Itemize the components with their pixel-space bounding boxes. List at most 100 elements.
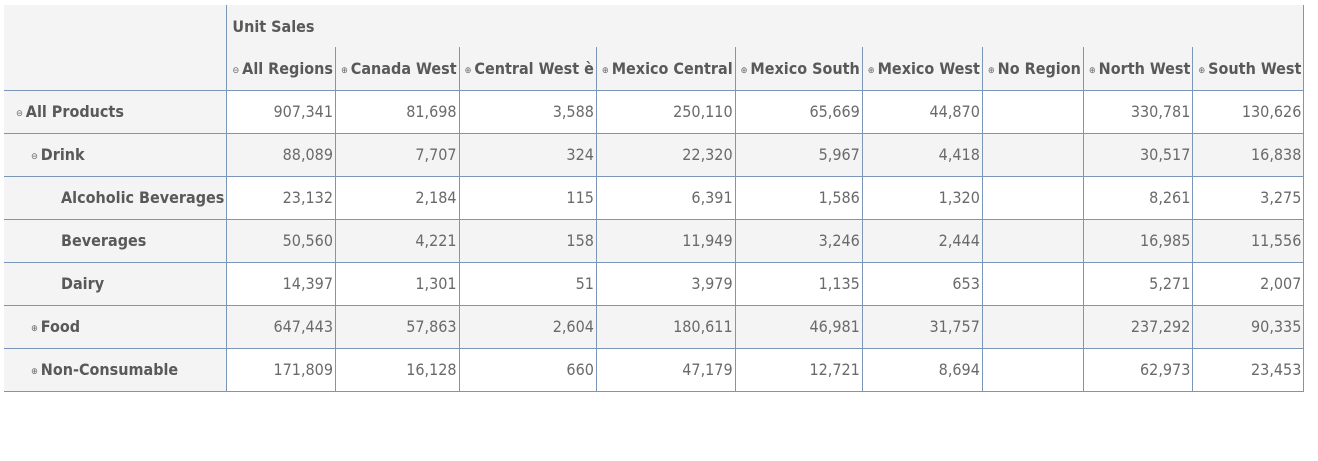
- value-cell: 14,397: [226, 262, 336, 306]
- value-cell: 22,320: [595, 133, 736, 177]
- expand-icon[interactable]: ⊕: [740, 65, 748, 76]
- value-cell: 3,979: [595, 262, 736, 306]
- table-row: ⊖ Drink 88,089 7,707 324 22,320 5,967 4,418 30,5…: [4, 133, 1305, 177]
- value-cell: 2,007: [1192, 262, 1305, 306]
- value-cell: 5,967: [734, 133, 863, 177]
- value-cell: 324: [458, 133, 597, 177]
- column-header-canada-west[interactable]: ⊕ Canada West: [334, 47, 460, 91]
- row-header-beverages: Beverages: [4, 219, 228, 263]
- value-cell: 660: [458, 348, 597, 392]
- value-cell: 4,418: [861, 133, 983, 177]
- value-cell: 88,089: [226, 133, 336, 177]
- column-header-no-region[interactable]: ⊕ No Region: [981, 47, 1084, 91]
- table-row: Alcoholic Beverages 23,132 2,184 115 6,391 1,…: [4, 176, 1305, 220]
- value-cell: 1,135: [734, 262, 863, 306]
- value-cell: 8,261: [1082, 176, 1194, 220]
- expand-icon[interactable]: ⊕: [31, 324, 38, 334]
- value-cell: 62,973: [1082, 348, 1194, 392]
- column-header-south-west[interactable]: ⊕ South West: [1192, 47, 1305, 91]
- table-row: ⊕ Non-Consumable 171,809 16,128 660 47,179 12,…: [4, 348, 1305, 392]
- table-row: ⊕ Food 647,443 57,863 2,604 180,611 46,981 31,7…: [4, 305, 1305, 349]
- expand-icon[interactable]: ⊕: [1088, 65, 1096, 76]
- value-cell: 2,444: [861, 219, 983, 263]
- row-header-label: Alcoholic Beverages: [61, 188, 225, 207]
- column-header-label: South West: [1208, 58, 1302, 78]
- column-header-mexico-west[interactable]: ⊕ Mexico West: [861, 47, 983, 91]
- value-cell: 1,320: [861, 176, 983, 220]
- value-cell: 6,391: [595, 176, 736, 220]
- row-header-alcoholic-beverages: Alcoholic Beverages: [4, 176, 228, 220]
- value-cell: 5,271: [1082, 262, 1194, 306]
- value-cell: 330,781: [1082, 90, 1194, 134]
- value-cell: 46,981: [734, 305, 863, 349]
- value-cell: 90,335: [1192, 305, 1305, 349]
- value-cell: 23,453: [1192, 348, 1305, 392]
- value-cell: [981, 90, 1084, 134]
- table-row: Beverages 50,560 4,221 158 11,949 3,246 2,444 1…: [4, 219, 1305, 263]
- expand-icon[interactable]: ⊕: [601, 65, 609, 76]
- value-cell: 23,132: [226, 176, 336, 220]
- row-header-label: Dairy: [61, 274, 105, 293]
- value-cell: 31,757: [861, 305, 983, 349]
- collapse-icon[interactable]: ⊖: [232, 65, 240, 76]
- expand-icon[interactable]: ⊕: [340, 65, 348, 76]
- row-header-all-products[interactable]: ⊖ All Products: [4, 90, 228, 134]
- row-header-label: Drink: [40, 145, 85, 164]
- row-header-food[interactable]: ⊕ Food: [4, 305, 228, 349]
- value-cell: 1,586: [734, 176, 863, 220]
- value-cell: 237,292: [1082, 305, 1194, 349]
- value-cell: 3,246: [734, 219, 863, 263]
- value-cell: [981, 219, 1084, 263]
- value-cell: 115: [458, 176, 597, 220]
- column-header-label: Mexico West: [877, 58, 980, 78]
- value-cell: [981, 348, 1084, 392]
- value-cell: 30,517: [1082, 133, 1194, 177]
- value-cell: 51: [458, 262, 597, 306]
- value-cell: [981, 133, 1084, 177]
- value-cell: 3,275: [1192, 176, 1305, 220]
- value-cell: [981, 176, 1084, 220]
- column-header-central-west[interactable]: ⊕ Central West è: [458, 47, 597, 91]
- column-header-north-west[interactable]: ⊕ North West: [1082, 47, 1194, 91]
- value-cell: 653: [861, 262, 983, 306]
- row-header-label: Beverages: [61, 231, 147, 250]
- expand-icon[interactable]: ⊕: [31, 367, 38, 377]
- column-header-label: Central West è: [474, 58, 594, 78]
- column-header-mexico-south[interactable]: ⊕ Mexico South: [734, 47, 863, 91]
- table-row: Dairy 14,397 1,301 51 3,979 1,135 653 5,271 2,00…: [4, 262, 1305, 306]
- table-row: ⊖ All Products 907,341 81,698 3,588 250,110 65…: [4, 90, 1305, 134]
- measure-header-row: Unit Sales: [4, 5, 1305, 91]
- expand-icon[interactable]: ⊕: [1198, 65, 1206, 76]
- row-header-label: Non-Consumable: [40, 360, 179, 379]
- row-header-dairy: Dairy: [4, 262, 228, 306]
- collapse-icon[interactable]: ⊖: [16, 109, 23, 119]
- expand-icon[interactable]: ⊕: [987, 65, 995, 76]
- column-header-row: ⊖ All Regions ⊕ Canada West ⊕ Central West è ⊕…: [4, 47, 1305, 91]
- value-cell: 8,694: [861, 348, 983, 392]
- value-cell: 158: [458, 219, 597, 263]
- value-cell: 7,707: [334, 133, 460, 177]
- expand-icon[interactable]: ⊕: [867, 65, 875, 76]
- value-cell: 1,301: [334, 262, 460, 306]
- pivot-table: Unit Sales ⊖ All Regions ⊕ Canada West ⊕ Cent…: [4, 5, 1305, 392]
- row-header-drink[interactable]: ⊖ Drink: [4, 133, 228, 177]
- column-header-all-regions[interactable]: ⊖ All Regions: [226, 47, 336, 91]
- column-header-label: Mexico South: [750, 58, 860, 78]
- value-cell: 65,669: [734, 90, 863, 134]
- row-header-label: All Products: [25, 102, 124, 121]
- row-header-non-consumable[interactable]: ⊕ Non-Consumable: [4, 348, 228, 392]
- value-cell: 44,870: [861, 90, 983, 134]
- value-cell: 3,588: [458, 90, 597, 134]
- value-cell: 250,110: [595, 90, 736, 134]
- collapse-icon[interactable]: ⊖: [31, 152, 38, 162]
- column-header-mexico-central[interactable]: ⊕ Mexico Central: [595, 47, 736, 91]
- expand-icon[interactable]: ⊕: [464, 65, 472, 76]
- value-cell: 2,184: [334, 176, 460, 220]
- value-cell: 647,443: [226, 305, 336, 349]
- row-header-label: Food: [40, 317, 81, 336]
- value-cell: [981, 305, 1084, 349]
- value-cell: 130,626: [1192, 90, 1305, 134]
- value-cell: 2,604: [458, 305, 597, 349]
- value-cell: 16,128: [334, 348, 460, 392]
- value-cell: [981, 262, 1084, 306]
